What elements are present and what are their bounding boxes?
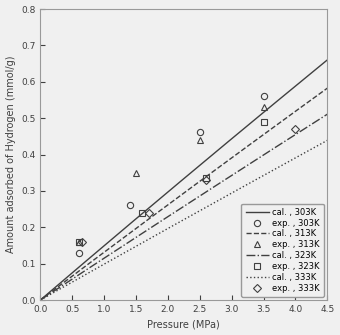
Y-axis label: Amount adsorbed of Hydrogen (mmol/g): Amount adsorbed of Hydrogen (mmol/g) bbox=[5, 56, 16, 253]
Legend: cal. , 303K, exp. , 303K, cal. , 313K, exp. , 313K, cal. , 323K, exp. , 323K, ca: cal. , 303K, exp. , 303K, cal. , 313K, e… bbox=[241, 204, 324, 297]
X-axis label: Pressure (MPa): Pressure (MPa) bbox=[148, 320, 220, 329]
